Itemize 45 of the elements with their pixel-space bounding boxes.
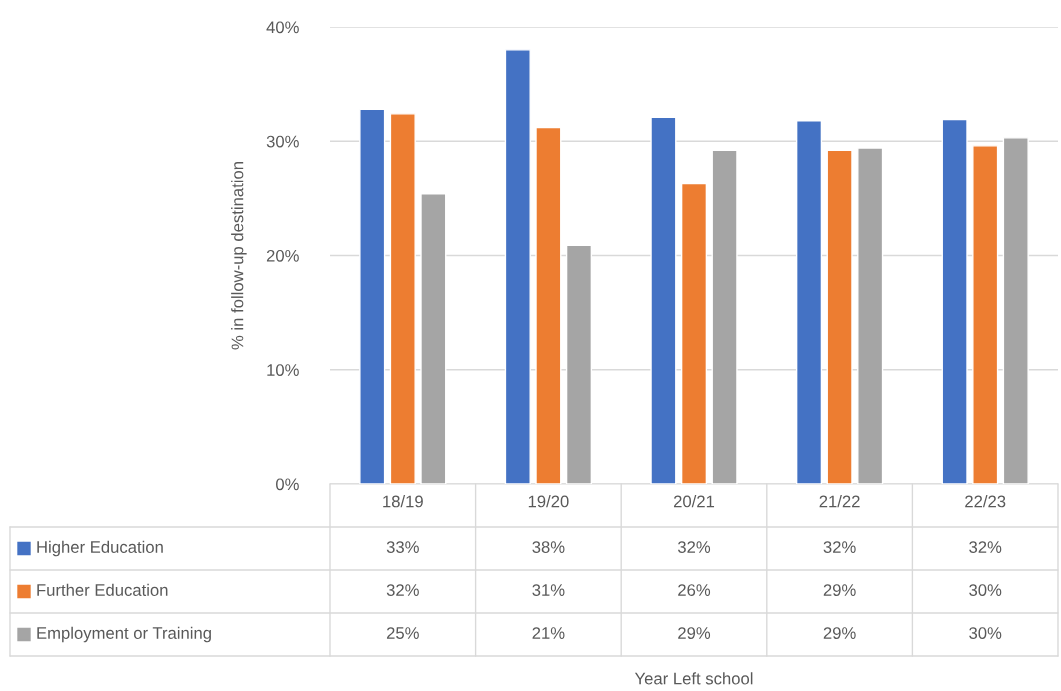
- data-label: 38%: [532, 541, 565, 553]
- bar: [1002, 137, 1029, 484]
- bar: [711, 149, 738, 484]
- y-axis-title: % in follow-up destination: [231, 162, 247, 350]
- x-tick-label: 18/19: [383, 495, 423, 508]
- data-label: 29%: [823, 584, 856, 596]
- bar: [504, 49, 531, 484]
- bar: [941, 118, 968, 484]
- data-label: 32%: [969, 541, 1002, 553]
- y-tick-label: 20%: [266, 249, 299, 262]
- y-tick-label: 40%: [266, 21, 299, 34]
- bar: [650, 116, 677, 484]
- data-label: 30%: [969, 627, 1002, 639]
- bar: [680, 182, 708, 484]
- bar: [826, 149, 853, 484]
- bar: [535, 126, 562, 484]
- data-label: 32%: [386, 584, 419, 596]
- data-label: 30%: [969, 584, 1002, 596]
- bar: [565, 244, 593, 484]
- data-label: 21%: [532, 627, 565, 639]
- legend-label: Higher Education: [37, 540, 163, 557]
- bar: [972, 145, 999, 484]
- text: Year Left school: [634, 672, 753, 685]
- data-label: 31%: [532, 584, 565, 596]
- bar: [359, 108, 386, 484]
- legend-label: Employment or Training: [37, 626, 211, 643]
- bar: [795, 119, 823, 484]
- data-label: 32%: [823, 541, 856, 553]
- x-tick-label: 19/20: [528, 495, 569, 508]
- bar: [420, 193, 447, 484]
- bar: [857, 147, 884, 484]
- data-label: 26%: [678, 584, 711, 596]
- data-label: 29%: [678, 627, 711, 639]
- data-label: 32%: [677, 541, 711, 553]
- legend-label: Further Education: [37, 583, 168, 596]
- data-label: 25%: [386, 627, 419, 639]
- y-tick-label: 0%: [276, 478, 299, 491]
- x-tick-label: 22/23: [965, 495, 1006, 508]
- y-tick-label: 10%: [267, 364, 299, 376]
- data-label: 33%: [386, 541, 419, 553]
- y-tick-label: 30%: [266, 135, 299, 148]
- bar: [389, 113, 416, 484]
- x-tick-label: 21/22: [819, 495, 860, 508]
- data-label: 29%: [823, 627, 856, 639]
- x-tick-label: 20/21: [673, 495, 715, 508]
